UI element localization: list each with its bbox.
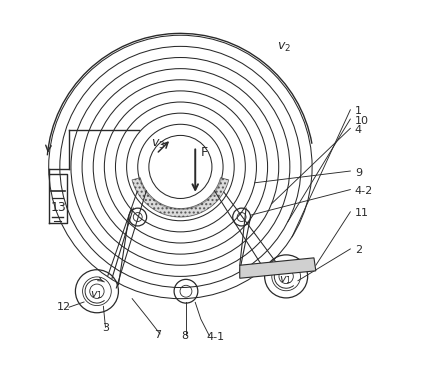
Text: 1: 1 bbox=[354, 106, 361, 116]
Polygon shape bbox=[132, 178, 228, 217]
Text: 4-2: 4-2 bbox=[354, 186, 372, 196]
Text: 9: 9 bbox=[354, 168, 361, 177]
Text: 13: 13 bbox=[50, 201, 66, 214]
Text: 11: 11 bbox=[354, 209, 368, 218]
Text: $v_1$: $v_1$ bbox=[90, 289, 103, 301]
Text: 7: 7 bbox=[154, 330, 161, 340]
Text: $v_3$: $v_3$ bbox=[150, 138, 164, 151]
Text: $v_2$: $v_2$ bbox=[276, 40, 290, 53]
Text: 3: 3 bbox=[102, 323, 108, 333]
Text: 8: 8 bbox=[181, 331, 188, 341]
Text: 4-1: 4-1 bbox=[206, 332, 224, 342]
Polygon shape bbox=[239, 258, 315, 278]
Text: 12: 12 bbox=[57, 302, 71, 312]
Text: F: F bbox=[201, 146, 207, 159]
Text: 4: 4 bbox=[354, 125, 361, 135]
Text: $v_1$: $v_1$ bbox=[279, 274, 292, 286]
Text: 10: 10 bbox=[354, 116, 368, 125]
Text: 2: 2 bbox=[354, 246, 361, 255]
